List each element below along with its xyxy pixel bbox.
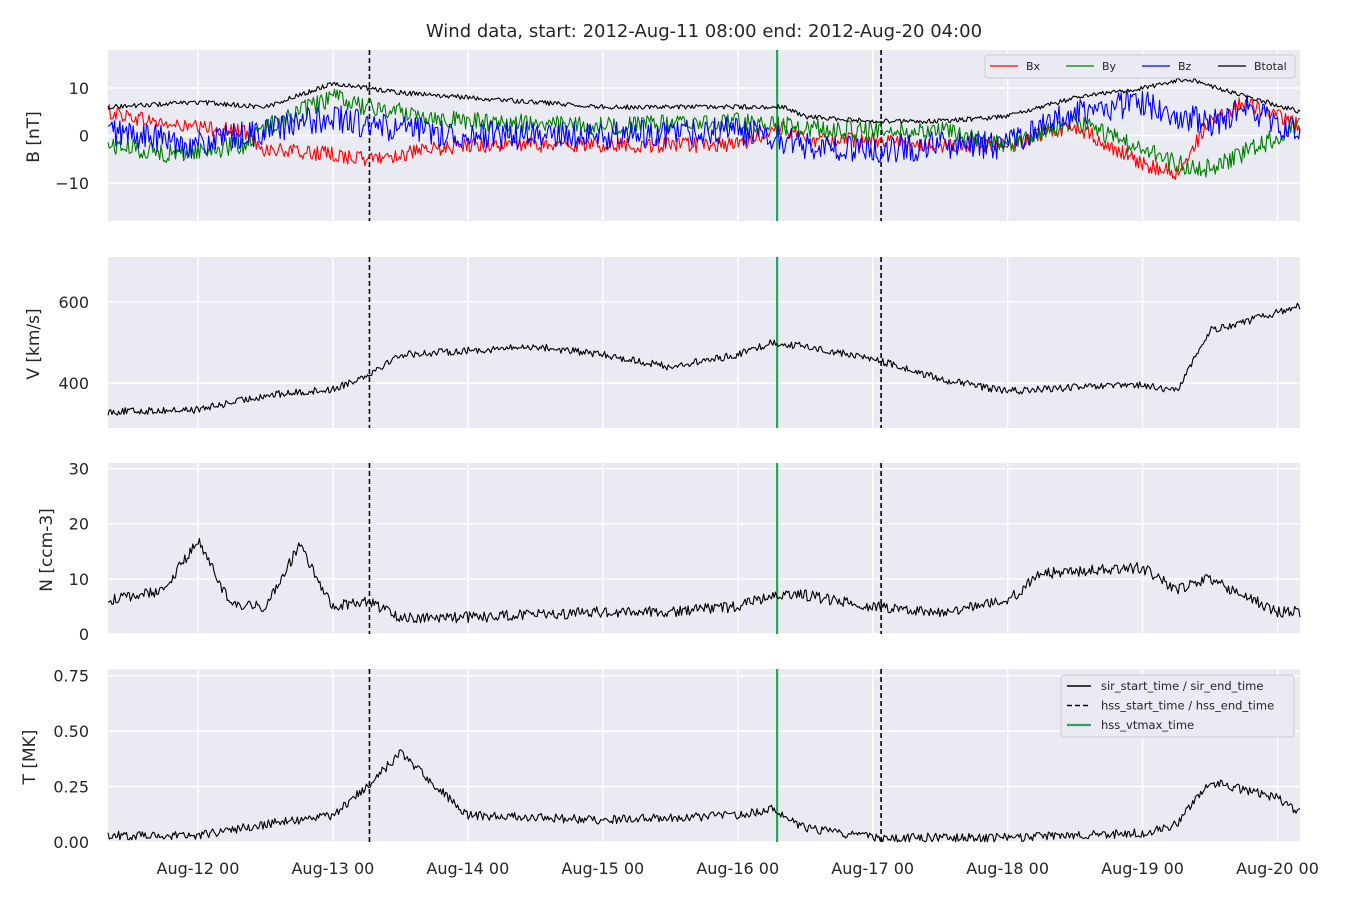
panel-v: V [km/s] 600 400 <box>24 257 1301 428</box>
panel-v-background <box>108 257 1300 428</box>
series-line-n <box>107 537 1301 624</box>
x-tick-label: Aug-18 00 <box>966 859 1049 878</box>
series-line-bx <box>107 97 1301 181</box>
panel-b-legend: Bx By Bz Btotal <box>984 54 1296 79</box>
x-tick-label: Aug-16 00 <box>696 859 779 878</box>
legend-label: Bz <box>1178 60 1192 73</box>
panel-n: N [ccm-3] 30 20 10 0 <box>37 460 1301 644</box>
y-tick-label: 0.75 <box>53 667 89 686</box>
y-tick-label: 0.00 <box>53 833 89 852</box>
series-line-btotal <box>107 77 1301 125</box>
y-tick-label: 20 <box>69 515 89 534</box>
legend-label: hss_vtmax_time <box>1101 718 1194 732</box>
y-tick-label: 0 <box>79 127 89 146</box>
panel-t: T [MK] sir_start_time / sir_end_time hss_… <box>20 667 1301 852</box>
series-line-bz <box>107 90 1301 163</box>
x-tick-label: Aug-19 00 <box>1101 859 1184 878</box>
y-tick-label: 0 <box>79 625 89 644</box>
y-tick-label: 400 <box>58 374 89 393</box>
x-tick-label: Aug-17 00 <box>831 859 914 878</box>
legend-label: Bx <box>1026 60 1041 73</box>
panel-n-ylabel: N [ccm-3] <box>37 508 57 592</box>
x-tick-label: Aug-12 00 <box>157 859 240 878</box>
y-tick-label: 10 <box>69 570 89 589</box>
legend-label: sir_start_time / sir_end_time <box>1101 679 1263 693</box>
panel-t-legend: sir_start_time / sir_end_time hss_start_t… <box>1060 674 1295 738</box>
y-tick-label: 0.25 <box>53 778 89 797</box>
y-tick-label: 30 <box>69 460 89 479</box>
legend-frame <box>1060 674 1295 738</box>
x-tick-label: Aug-14 00 <box>426 859 509 878</box>
series-line-t <box>107 749 1301 843</box>
panel-n-background <box>108 463 1300 634</box>
legend-frame <box>984 54 1296 79</box>
series-line-v <box>107 302 1301 416</box>
x-tick-label: Aug-15 00 <box>561 859 644 878</box>
panel-v-ylabel: V [km/s] <box>24 308 44 379</box>
y-tick-label: 0.50 <box>53 722 89 741</box>
legend-label: hss_start_time / hss_end_time <box>1101 699 1274 713</box>
y-tick-label: −10 <box>55 174 89 193</box>
legend-label: Btotal <box>1254 60 1287 73</box>
x-tick-label: Aug-20 00 <box>1236 859 1319 878</box>
y-tick-label: 10 <box>69 79 89 98</box>
figure-title: Wind data, start: 2012-Aug-11 08:00 end:… <box>426 21 982 42</box>
panel-t-ylabel: T [MK] <box>20 730 40 786</box>
panel-b: B [nT] Bx By Bz Btotal 10 0 −10 <box>24 50 1301 221</box>
x-axis-tick-labels: Aug-12 00 Aug-13 00 Aug-14 00 Aug-15 00 Aug-… <box>157 859 1319 878</box>
x-tick-label: Aug-13 00 <box>291 859 374 878</box>
panel-b-ylabel: B [nT] <box>24 111 44 163</box>
y-tick-label: 600 <box>58 293 89 312</box>
legend-label: By <box>1102 60 1117 73</box>
